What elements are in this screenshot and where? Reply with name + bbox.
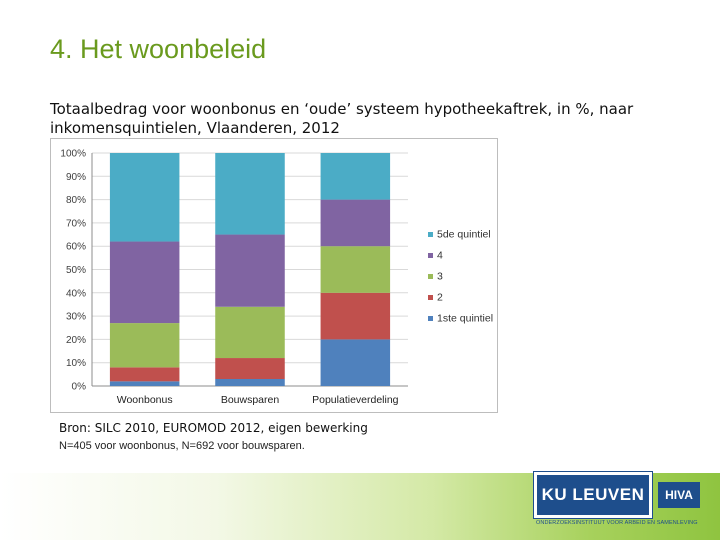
legend-label: 3 xyxy=(437,271,443,283)
slide-title: 4. Het woonbeleid xyxy=(50,34,267,64)
bar-segment xyxy=(320,246,391,293)
hiva-logo: HIVA xyxy=(658,482,700,508)
bar-segment xyxy=(320,339,391,386)
legend-label: 4 xyxy=(437,250,443,262)
legend-label: 5de quintiel xyxy=(437,229,491,241)
stacked-bar-chart: 0% 10% 20% 30% 40% 50% 60% 70% 80% 90% 100% Woonbon… xyxy=(60,149,493,407)
bar-segment xyxy=(109,367,180,382)
bar-segment xyxy=(215,234,285,307)
y-tick-label: 100% xyxy=(60,149,86,160)
bar-segment xyxy=(109,153,180,242)
bar-segment xyxy=(215,358,285,380)
sample-note: N=405 voor woonbonus, N=692 voor bouwspa… xyxy=(59,440,305,452)
y-tick-label: 0% xyxy=(72,382,87,393)
y-tick-label: 20% xyxy=(66,335,86,346)
bar-segment xyxy=(215,379,285,386)
chart-subtitle: Totaalbedrag voor woonbonus en ‘oude’ sy… xyxy=(50,100,634,137)
chart-frame: 0% 10% 20% 30% 40% 50% 60% 70% 80% 90% 100% Woonbon… xyxy=(50,138,498,413)
y-tick-label: 10% xyxy=(66,358,86,369)
bar-segment xyxy=(109,381,180,386)
legend-swatch xyxy=(428,316,433,321)
bar-segment xyxy=(320,199,391,247)
y-tick-label: 60% xyxy=(66,242,86,253)
y-tick-label: 30% xyxy=(66,312,86,323)
bar-segment xyxy=(109,241,180,324)
bar-segment xyxy=(320,292,391,340)
logo-block: KU LEUVEN HIVA ONDERZOEKSINSTITUUT VOOR … xyxy=(533,471,700,528)
bar-segment xyxy=(215,306,285,359)
logo-tagline: ONDERZOEKSINSTITUUT VOOR ARBEID EN SAMEN… xyxy=(536,520,698,526)
legend-swatch xyxy=(428,253,433,258)
legend-label: 1ste quintiel xyxy=(437,313,493,325)
source-text: Bron: SILC 2010, EUROMOD 2012, eigen bew… xyxy=(59,421,368,435)
legend-label: 2 xyxy=(437,292,443,304)
y-tick-label: 80% xyxy=(66,195,86,206)
ku-leuven-logo: KU LEUVEN xyxy=(533,471,653,519)
y-tick-label: 50% xyxy=(66,265,86,276)
y-tick-label: 90% xyxy=(66,172,86,183)
legend-swatch xyxy=(428,295,433,300)
bar-segment xyxy=(215,153,285,235)
y-tick-label: 70% xyxy=(66,218,86,229)
legend-swatch xyxy=(428,232,433,237)
x-tick-label: Bouwsparen xyxy=(221,394,280,406)
bar-segment xyxy=(109,323,180,368)
x-tick-label: Populatieverdeling xyxy=(312,394,399,406)
x-tick-label: Woonbonus xyxy=(117,394,173,406)
legend-swatch xyxy=(428,274,433,279)
bar-segment xyxy=(320,153,391,200)
y-tick-label: 40% xyxy=(66,288,86,299)
